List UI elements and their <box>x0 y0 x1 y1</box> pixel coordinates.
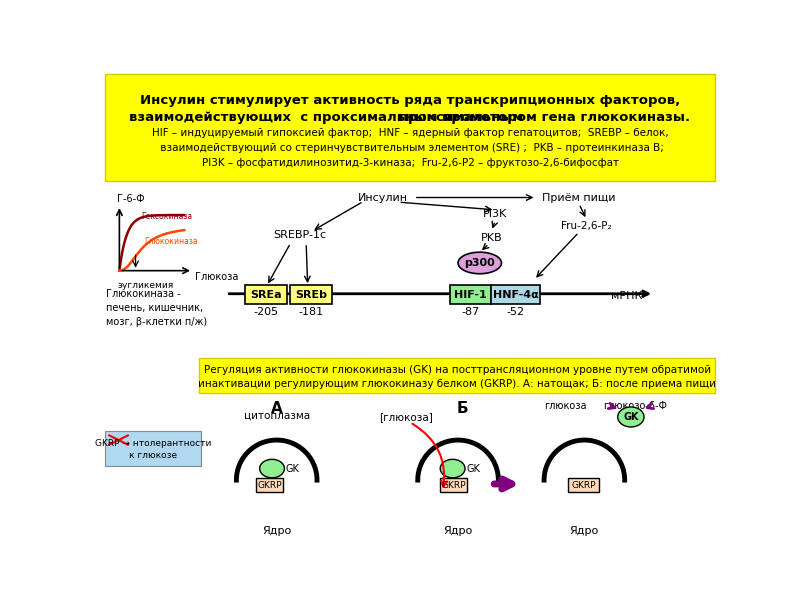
Text: взаимодействующих  с проксимальным промотором гена глюкокиназы.: взаимодействующих с проксимальным промот… <box>130 110 690 124</box>
Ellipse shape <box>618 407 644 427</box>
Text: Гексокиназа: Гексокиназа <box>141 212 192 221</box>
Text: -181: -181 <box>298 307 323 317</box>
Text: Инсулин стимулирует активность ряда транскрипционных факторов,: Инсулин стимулирует активность ряда тран… <box>140 94 680 107</box>
Text: -205: -205 <box>254 307 278 317</box>
Text: PI3K: PI3K <box>483 209 507 220</box>
Text: Ядро: Ядро <box>262 526 291 536</box>
Text: [глюкоза]: [глюкоза] <box>379 412 433 422</box>
FancyBboxPatch shape <box>568 478 599 493</box>
Text: GK: GK <box>466 464 481 473</box>
Text: мРНК: мРНК <box>611 291 643 301</box>
Text: Ядро: Ядро <box>570 526 599 536</box>
FancyBboxPatch shape <box>105 74 715 181</box>
Text: SREa: SREa <box>250 290 282 299</box>
Text: Глюкокиназа: Глюкокиназа <box>144 237 198 246</box>
Ellipse shape <box>260 460 285 478</box>
Text: Б: Б <box>457 401 469 416</box>
FancyBboxPatch shape <box>199 358 715 393</box>
Text: Fru-2,6-P₂: Fru-2,6-P₂ <box>562 221 612 231</box>
FancyBboxPatch shape <box>290 285 332 304</box>
Text: Г-6-Ф: Г-6-Ф <box>117 194 145 203</box>
Text: Регуляция активности глюкокиназы (GK) на посттрансляционном уровне путем обратим: Регуляция активности глюкокиназы (GK) на… <box>198 365 716 389</box>
Text: Глюкоза: Глюкоза <box>194 272 238 282</box>
FancyBboxPatch shape <box>490 285 540 304</box>
Ellipse shape <box>440 460 465 478</box>
Text: -87: -87 <box>462 307 479 317</box>
Text: GK: GK <box>286 464 300 473</box>
Text: HIF – индуцируемый гипоксией фактор;  HNF – ядерный фактор гепатоцитов;  SREBP –: HIF – индуцируемый гипоксией фактор; HNF… <box>152 128 668 168</box>
Text: SREBP-1c: SREBP-1c <box>274 230 326 240</box>
FancyBboxPatch shape <box>245 285 286 304</box>
Text: Инсулин: Инсулин <box>358 193 408 203</box>
Text: PKB: PKB <box>481 233 502 242</box>
Text: GKRP: GKRP <box>258 481 282 490</box>
FancyBboxPatch shape <box>450 285 490 304</box>
Text: глюкозо-6-Ф: глюкозо-6-Ф <box>602 401 666 411</box>
Text: -52: -52 <box>506 307 525 317</box>
FancyBboxPatch shape <box>105 431 201 466</box>
FancyBboxPatch shape <box>440 478 467 493</box>
Text: Ядро: Ядро <box>443 526 473 536</box>
FancyBboxPatch shape <box>256 478 283 493</box>
Text: глюкоза: глюкоза <box>544 401 586 411</box>
Ellipse shape <box>458 252 502 274</box>
Text: HIF-1: HIF-1 <box>454 290 487 299</box>
Text: SREb: SREb <box>294 290 327 299</box>
Text: Приём пищи: Приём пищи <box>542 193 616 203</box>
Text: эугликемия: эугликемия <box>118 281 174 290</box>
Text: GKRP → нтолерантности
к глюкозе: GKRP → нтолерантности к глюкозе <box>94 439 211 460</box>
Text: GKRP: GKRP <box>571 481 596 490</box>
Text: HNF-4α: HNF-4α <box>493 290 538 299</box>
Text: А: А <box>271 401 282 416</box>
Text: цитоплазма: цитоплазма <box>244 411 310 421</box>
Text: GKRP: GKRP <box>442 481 466 490</box>
Text: p300: p300 <box>464 258 495 268</box>
Text: проксимальным: проксимальным <box>297 110 523 124</box>
Text: Глюкокиназа -
печень, кишечник,
мозг, β-клетки п/ж): Глюкокиназа - печень, кишечник, мозг, β-… <box>106 289 207 327</box>
Text: GK: GK <box>623 412 638 422</box>
